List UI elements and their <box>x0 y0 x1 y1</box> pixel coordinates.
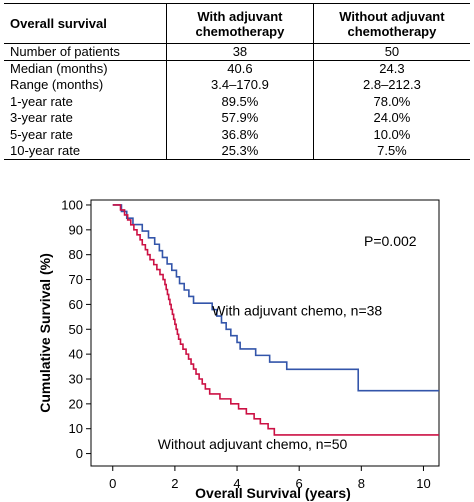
y-axis: 0 10 20 30 40 50 60 70 80 90 100 <box>61 197 91 461</box>
y-tick-label: 40 <box>69 347 83 362</box>
x-tick-label: 4 <box>233 476 240 491</box>
row-value-with: 25.3% <box>166 142 314 160</box>
row-label: 1-year rate <box>4 93 167 110</box>
table-row: 5-year rate 36.8% 10.0% <box>4 126 470 143</box>
x-axis: 0 2 4 6 8 10 <box>109 466 431 491</box>
x-tick-label: 2 <box>171 476 178 491</box>
row-value-without: 78.0% <box>373 93 411 109</box>
y-tick-label: 30 <box>69 371 83 386</box>
row-label: 10-year rate <box>4 142 167 160</box>
row-value-with: 57.9% <box>166 109 314 126</box>
table-header-row: Overall survival With adjuvant chemother… <box>4 3 470 44</box>
x-tick-label: 0 <box>109 476 116 491</box>
row-label: Number of patients <box>4 43 167 61</box>
row-value-without: 24.3 <box>379 61 405 76</box>
row-label: Range (months) <box>4 76 167 93</box>
row-value-without: 10.0% <box>373 126 411 142</box>
survival-stats-table: Overall survival With adjuvant chemother… <box>4 3 470 160</box>
row-label: 3-year rate <box>4 109 167 126</box>
row-value-without: 50 <box>313 43 470 61</box>
series-label-without-adjuvant: Without adjuvant chemo, n=50 <box>158 436 348 452</box>
kaplan-meier-chart: 0 10 20 30 40 50 60 70 80 90 100 0 2 4 6 8 10 With adju… <box>37 197 440 501</box>
row-value-with: 89.5% <box>166 93 314 110</box>
y-tick-label: 10 <box>69 421 83 436</box>
header-with-adjuvant: With adjuvant chemotherapy <box>166 3 314 44</box>
header-without-adjuvant: Without adjuvant chemotherapy <box>313 3 470 44</box>
series-label-with-adjuvant: With adjuvant chemo, n=38 <box>212 303 382 319</box>
x-tick-label: 8 <box>358 476 365 491</box>
row-value-with: 36.8% <box>166 126 314 143</box>
y-tick-label: 0 <box>76 446 83 461</box>
y-tick-label: 100 <box>61 197 83 212</box>
row-value-without: 2.8–212.3 <box>363 77 421 93</box>
row-label: Median (months) <box>4 60 167 77</box>
plot-frame <box>90 199 440 467</box>
table-row: 10-year rate 25.3% 7.5% <box>4 142 470 160</box>
y-tick-label: 80 <box>69 247 83 262</box>
y-tick-label: 20 <box>69 396 83 411</box>
series-line-without-adjuvant <box>112 204 439 436</box>
table-row: 1-year rate 89.5% 78.0% <box>4 93 470 110</box>
y-tick-label: 50 <box>69 322 83 337</box>
table-row: Range (months) 3.4–170.9 2.8–212.3 <box>4 76 470 93</box>
row-value-without: 7.5% <box>313 142 470 160</box>
p-value-annotation: P=0.002 <box>364 233 417 249</box>
row-label: 5-year rate <box>4 126 167 143</box>
x-tick-label: 10 <box>416 476 430 491</box>
row-value-without: 24.0% <box>373 110 411 126</box>
series-line-with-adjuvant <box>112 204 439 392</box>
row-value-with: 40.6 <box>166 60 314 77</box>
x-axis-label: Overall Survival (years) <box>195 485 351 501</box>
y-tick-label: 60 <box>69 297 83 312</box>
x-tick-label: 6 <box>296 476 303 491</box>
row-value-with: 3.4–170.9 <box>166 76 314 93</box>
table-row: Median (months) 40.6 24.3 <box>4 60 470 77</box>
y-tick-label: 90 <box>69 222 83 237</box>
table-row: Number of patients 38 50 <box>4 43 470 61</box>
row-value-with: 38 <box>166 43 314 61</box>
y-axis-label: Cumulative Survival (%) <box>37 253 53 413</box>
header-overall-survival: Overall survival <box>4 3 167 44</box>
table-row: 3-year rate 57.9% 24.0% <box>4 109 470 126</box>
y-tick-label: 70 <box>69 272 83 287</box>
